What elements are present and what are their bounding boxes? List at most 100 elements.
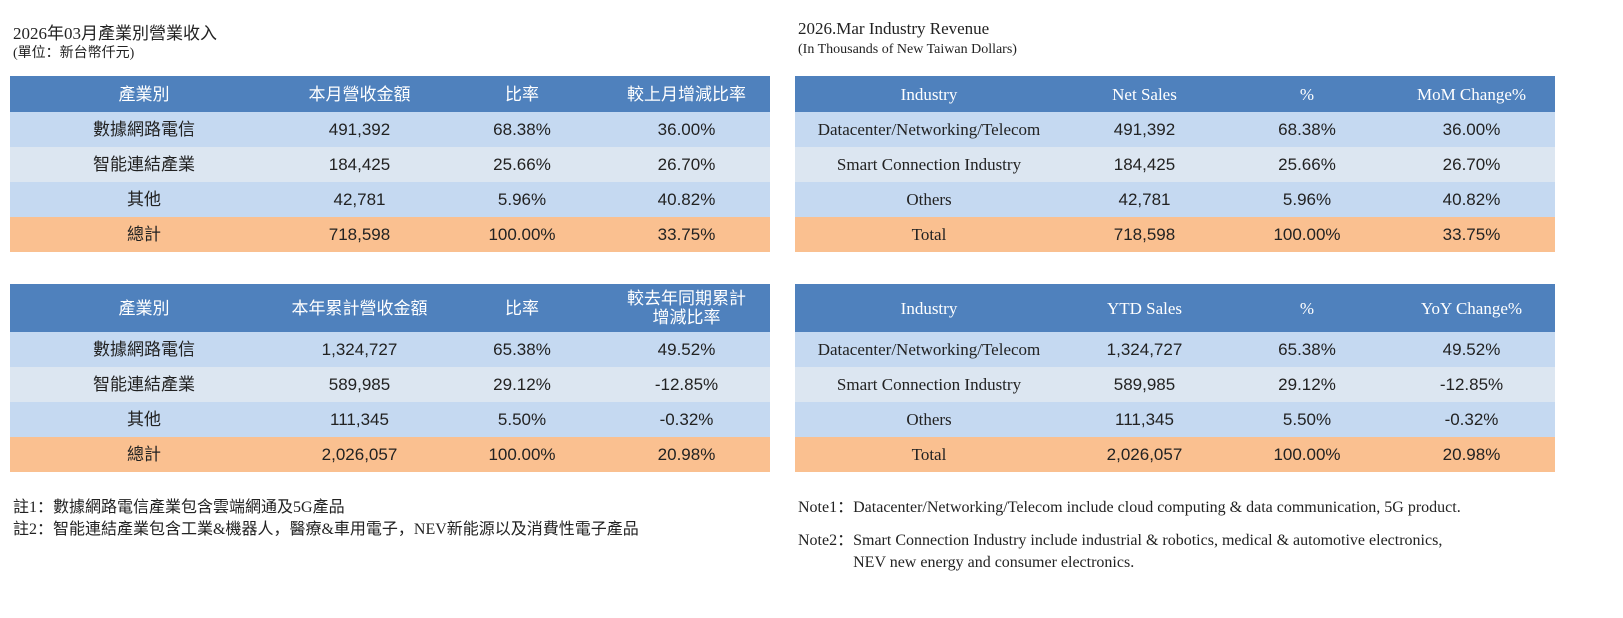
value-cell: 5.50% [497, 410, 547, 429]
industry-cell: Smart Connection Industry [836, 375, 1022, 394]
header-cell: 本月營收金額 [308, 84, 411, 104]
header-cell: Industry [900, 298, 958, 318]
header-cell: Net Sales [1112, 84, 1177, 104]
table-row: Total 718,598 100.00% 33.75% [795, 217, 1555, 252]
value-cell: 491,392 [328, 120, 391, 139]
note-label: 註1： [13, 499, 54, 516]
note: 註1： 數據網路電信產業包含雲端網通及5G產品 [13, 497, 639, 519]
value-cell: 718,598 [1113, 225, 1176, 244]
value-cell: 589,985 [328, 375, 391, 394]
value-cell: 1,324,727 [1106, 340, 1183, 359]
header-cell: 本年累計營收金額 [291, 298, 428, 318]
value-cell: 184,425 [1113, 155, 1176, 174]
value-cell: 100.00% [1273, 225, 1341, 244]
industry-cell: 智能連結產業 [93, 155, 195, 174]
table-row: Smart Connection Industry 589,985 29.12% -1… [795, 367, 1555, 402]
value-cell: -12.85% [654, 375, 719, 394]
value-cell: 20.98% [1442, 445, 1501, 464]
value-cell: 49.52% [657, 340, 716, 359]
note-text: Datacenter/Networking/Telecom include cl… [853, 499, 1461, 516]
value-cell: 111,345 [330, 410, 389, 429]
value-cell: 26.70% [657, 155, 716, 174]
value-cell: 29.12% [1278, 375, 1336, 394]
value-cell: 5.96% [1282, 190, 1332, 209]
header-cell: Industry [900, 84, 958, 104]
table: 產業別 本年累計營收金額 比率 較去年同期累計 增減比率 數據網路電信 1,324,727… [10, 284, 770, 472]
table: Industry YTD Sales% YoY Change% Datacenter/… [795, 284, 1555, 472]
value-cell: 589,985 [1113, 375, 1176, 394]
note-label: 註2： [13, 521, 54, 538]
table-row: Datacenter/Networking/Telecom 1,324,727 65… [795, 332, 1555, 367]
table-row: Total 2,026,057 100.00% 20.98% [795, 437, 1555, 472]
table: Industry Net Sales% MoM Change% Datacenter/… [795, 76, 1555, 252]
note-label: Note1： [798, 499, 854, 516]
note-text: Smart Connection Industry include indust… [853, 532, 1443, 571]
industry-cell: 總計 [127, 445, 161, 464]
value-cell: 65.38% [493, 340, 551, 359]
value-cell: 26.70% [1442, 155, 1501, 174]
value-cell: 40.82% [657, 190, 716, 209]
value-cell: 33.75% [1442, 225, 1501, 244]
note: Note2： Smart Connection Industry include … [798, 530, 1461, 574]
value-cell: 49.52% [1442, 340, 1501, 359]
value-cell: 40.82% [1442, 190, 1501, 209]
note-text: 數據網路電信產業包含雲端網通及5G產品 [53, 499, 345, 516]
industry-cell: 其他 [127, 410, 161, 429]
industry-cell: Total [911, 445, 947, 464]
title: 2026.Mar Industry Revenue [798, 19, 990, 38]
value-cell: 491,392 [1113, 120, 1176, 139]
note-label: Note2： [798, 532, 854, 549]
table-row: Smart Connection Industry 184,425 25.66% 26… [795, 147, 1555, 182]
industry-cell: Datacenter/Networking/Telecom [817, 340, 1041, 359]
header-cell: 產業別 [118, 84, 170, 104]
value-cell: 42,781 [1118, 190, 1171, 209]
table-row: 數據網路電信 1,324,727 65.38% 49.52% [10, 332, 770, 367]
value-cell: 1,324,727 [321, 340, 398, 359]
header-row: 產業別 本月營收金額 比率 較上月增減比率 [10, 76, 770, 112]
value-cell: 33.75% [657, 225, 716, 244]
table: 產業別 本月營收金額 比率 較上月增減比率數據網路電信 491,392 68.38% 36.… [10, 76, 770, 252]
value-cell: 184,425 [328, 155, 391, 174]
title: 2026年03月產業別營業收入 [13, 24, 217, 43]
value-cell: 2,026,057 [321, 445, 398, 464]
industry-cell: Datacenter/Networking/Telecom [817, 120, 1041, 139]
header-cell: 比率 [505, 84, 539, 104]
notes: Note1： Datacenter/Networking/Telecom incl… [798, 497, 1461, 574]
header-cell: MoM Change% [1416, 84, 1527, 104]
table-row: 其他 42,781 5.96% 40.82% [10, 182, 770, 217]
notes: 註1： 數據網路電信產業包含雲端網通及5G產品註2： 智能連結產業包含工業&機器人，… [13, 497, 639, 541]
table-row: Datacenter/Networking/Telecom 491,392 68.3… [795, 112, 1555, 147]
header-cell: 產業別 [118, 298, 170, 318]
industry-cell: Others [906, 190, 952, 209]
value-cell: -0.32% [1444, 410, 1499, 429]
table-row: Others 111,345 5.50% -0.32% [795, 402, 1555, 437]
industry-cell: 數據網路電信 [93, 340, 195, 359]
header-cell: YoY Change% [1420, 298, 1523, 318]
industry-cell: 智能連結產業 [93, 375, 195, 394]
industry-cell: Others [906, 410, 952, 429]
value-cell: 25.66% [1278, 155, 1336, 174]
header-cell: 較上月增減比率 [627, 84, 746, 104]
value-cell: 36.00% [1442, 120, 1501, 139]
industry-cell: 其他 [127, 190, 161, 209]
industry-cell: 總計 [127, 225, 161, 244]
value-cell: -0.32% [659, 410, 714, 429]
header-cell: % [1299, 298, 1315, 318]
value-cell: 36.00% [657, 120, 716, 139]
note: Note1： Datacenter/Networking/Telecom incl… [798, 497, 1461, 519]
note-text: 智能連結產業包含工業&機器人，醫療&車用電子，NEV新能源以及消費性電子產品 [53, 521, 639, 538]
value-cell: 100.00% [1273, 445, 1341, 464]
header-cell: 較去年同期累計 增減比率 [627, 289, 746, 327]
industry-cell: Total [911, 225, 947, 244]
subtitle: (In Thousands of New Taiwan Dollars) [798, 42, 1017, 57]
table-row: 其他 111,345 5.50% -0.32% [10, 402, 770, 437]
table-row: 智能連結產業 589,985 29.12% -12.85% [10, 367, 770, 402]
value-cell: 111,345 [1115, 410, 1174, 429]
value-cell: 718,598 [328, 225, 391, 244]
value-cell: -12.85% [1439, 375, 1504, 394]
value-cell: 29.12% [493, 375, 551, 394]
value-cell: 100.00% [488, 225, 556, 244]
header-row: Industry Net Sales% MoM Change% [795, 76, 1555, 112]
table-row: 數據網路電信 491,392 68.38% 36.00% [10, 112, 770, 147]
